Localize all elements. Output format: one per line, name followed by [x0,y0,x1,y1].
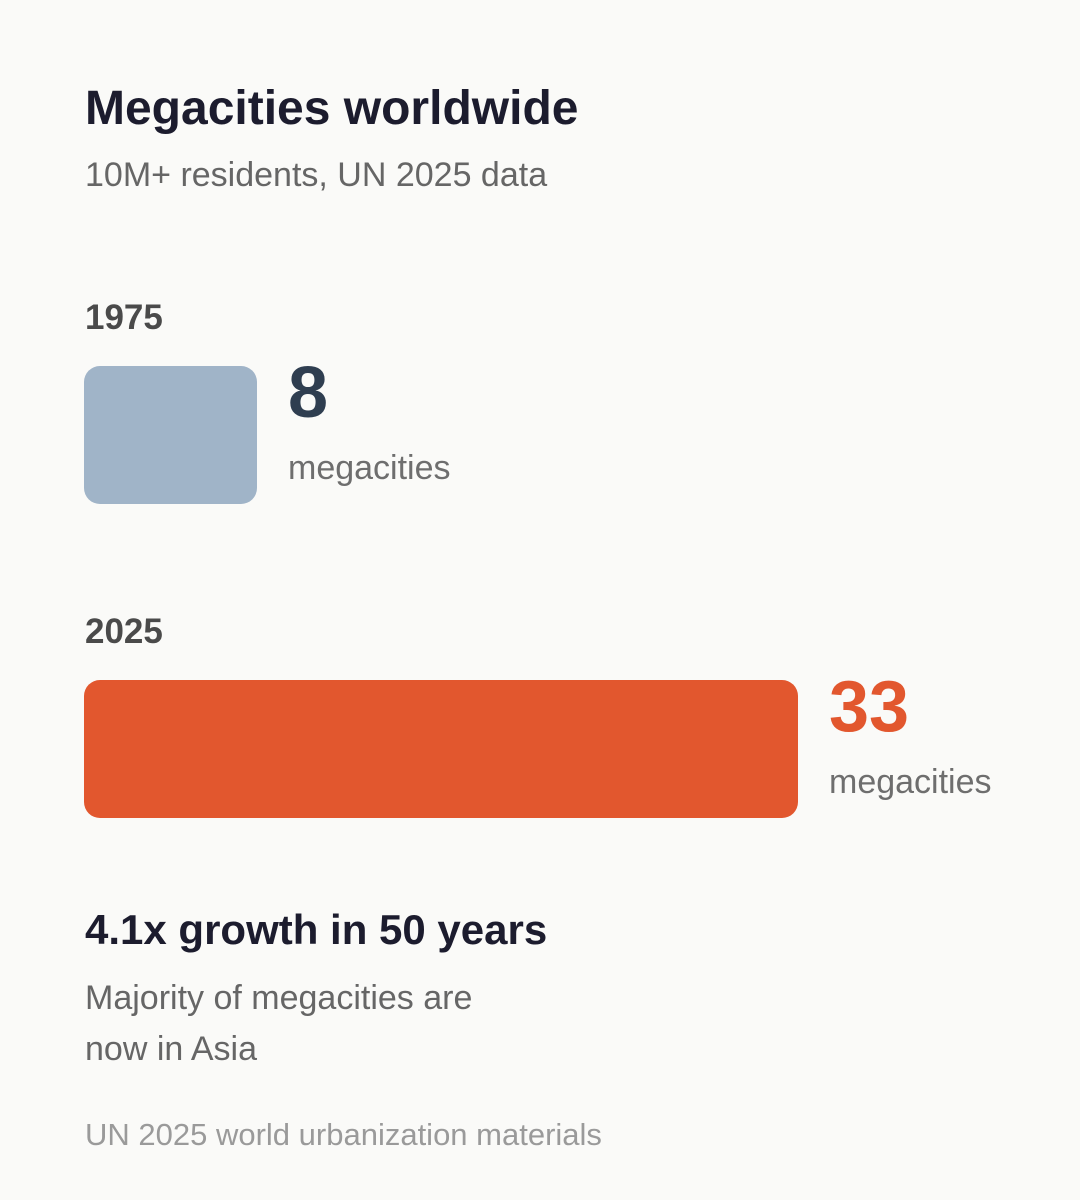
bar-1975 [84,366,257,504]
source-note: UN 2025 world urbanization materials [85,1117,602,1152]
value-label-2025: 33 [829,667,910,747]
growth-headline: 4.1x growth in 50 years [85,906,548,953]
unit-label-2025: megacities [829,763,992,801]
value-label-1975: 8 [288,353,329,433]
year-label-1975: 1975 [85,298,163,337]
unit-label-1975: megacities [288,449,451,487]
chart-subtitle: 10M+ residents, UN 2025 data [85,156,548,194]
bar-2025 [84,680,798,818]
summary-note: Majority of megacities are now in Asia [85,979,473,1068]
year-label-2025: 2025 [85,612,163,651]
chart-title: Megacities worldwide [85,82,579,135]
